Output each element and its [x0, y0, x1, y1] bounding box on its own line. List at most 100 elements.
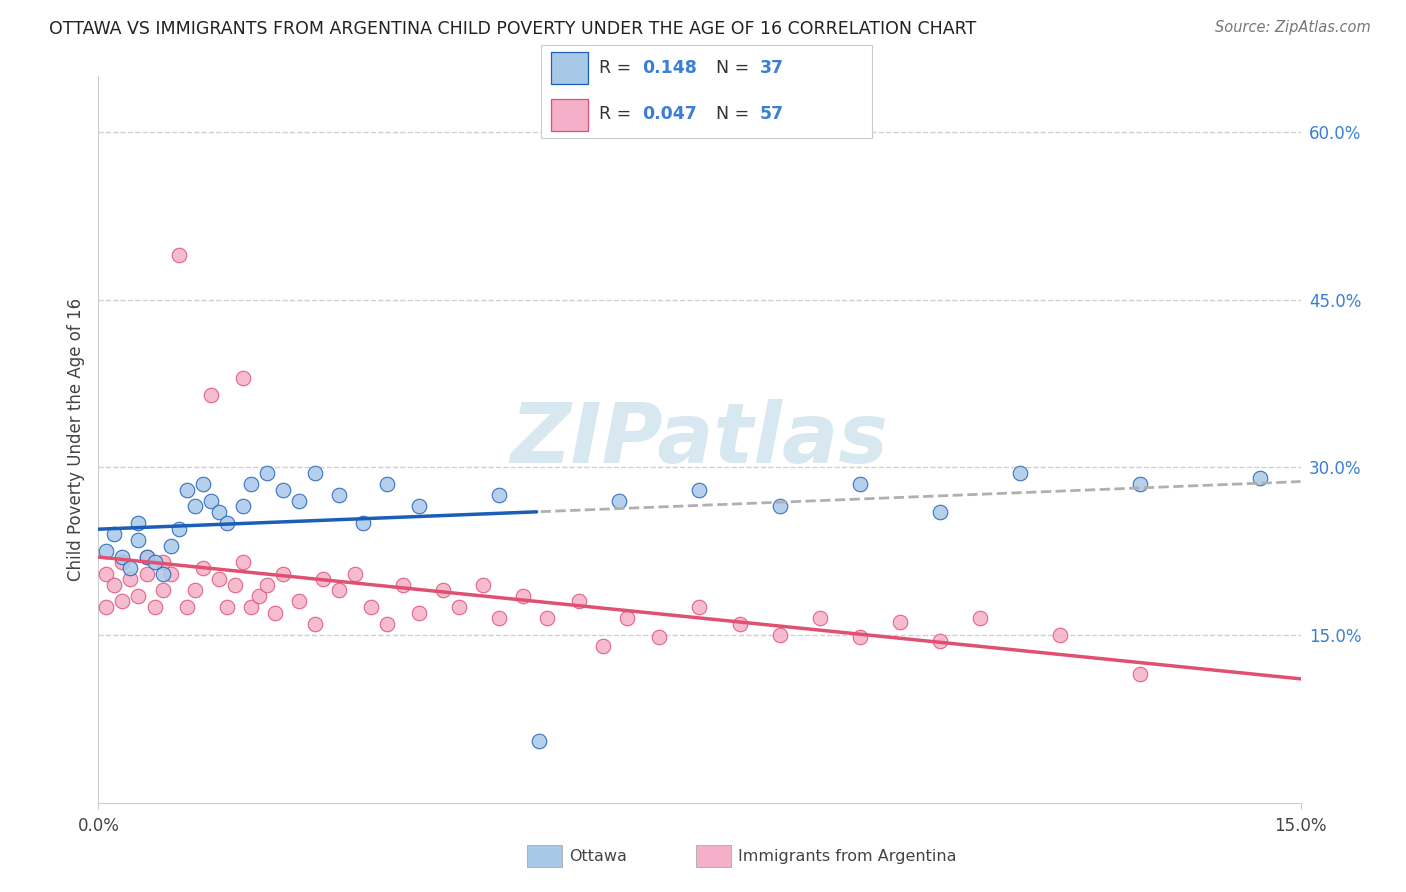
Point — [408, 606, 430, 620]
Point — [256, 578, 278, 592]
Point — [215, 516, 238, 531]
Point — [408, 500, 430, 514]
Point — [592, 639, 614, 653]
Point — [304, 616, 326, 631]
Point — [488, 488, 510, 502]
Text: N =: N = — [717, 105, 755, 123]
Point — [529, 734, 551, 748]
Point — [929, 633, 952, 648]
Point — [224, 578, 246, 592]
Point — [769, 500, 792, 514]
Point — [728, 616, 751, 631]
Point — [167, 522, 190, 536]
Point — [96, 544, 118, 558]
Point — [1049, 628, 1071, 642]
Point — [128, 516, 150, 531]
Point — [200, 493, 222, 508]
Point — [200, 387, 222, 401]
Point — [143, 555, 166, 569]
Text: Source: ZipAtlas.com: Source: ZipAtlas.com — [1215, 20, 1371, 35]
Point — [375, 616, 398, 631]
Point — [1129, 477, 1152, 491]
Point — [392, 578, 415, 592]
Point — [159, 539, 181, 553]
Point — [432, 583, 454, 598]
Bar — [551, 99, 588, 131]
Point — [648, 630, 671, 644]
Point — [808, 611, 831, 625]
Point — [288, 594, 311, 608]
Point — [176, 483, 198, 497]
Point — [159, 566, 181, 581]
Bar — [551, 52, 588, 84]
Point — [128, 589, 150, 603]
Point — [472, 578, 495, 592]
Point — [96, 600, 118, 615]
Point — [183, 500, 205, 514]
Text: ZIPatlas: ZIPatlas — [510, 399, 889, 480]
Point — [328, 583, 350, 598]
Text: 57: 57 — [759, 105, 783, 123]
Point — [360, 600, 382, 615]
Point — [183, 583, 205, 598]
Point — [1250, 471, 1272, 485]
Point — [111, 549, 134, 564]
Text: 37: 37 — [759, 59, 783, 77]
Point — [120, 561, 142, 575]
Point — [152, 555, 174, 569]
Point — [568, 594, 591, 608]
Point — [1010, 466, 1032, 480]
Text: Ottawa: Ottawa — [569, 849, 627, 863]
Point — [239, 477, 262, 491]
Point — [103, 527, 125, 541]
Point — [247, 589, 270, 603]
Point — [889, 615, 911, 629]
Point — [849, 477, 872, 491]
Point — [120, 572, 142, 586]
Point — [103, 578, 125, 592]
Point — [929, 505, 952, 519]
Point — [191, 561, 214, 575]
Point — [689, 600, 711, 615]
Point — [304, 466, 326, 480]
Text: Immigrants from Argentina: Immigrants from Argentina — [738, 849, 956, 863]
Point — [152, 566, 174, 581]
Point — [215, 600, 238, 615]
Point — [135, 566, 157, 581]
Point — [232, 555, 254, 569]
Point — [271, 566, 294, 581]
Point — [263, 606, 285, 620]
Point — [135, 549, 157, 564]
Point — [152, 583, 174, 598]
Point — [143, 600, 166, 615]
Point — [616, 611, 638, 625]
Point — [239, 600, 262, 615]
Point — [208, 572, 231, 586]
Text: R =: R = — [599, 59, 637, 77]
Text: N =: N = — [717, 59, 755, 77]
Point — [167, 248, 190, 262]
Point — [512, 589, 534, 603]
Point — [288, 493, 311, 508]
Point — [343, 566, 366, 581]
Point — [536, 611, 558, 625]
Text: R =: R = — [599, 105, 637, 123]
Text: 0.047: 0.047 — [643, 105, 697, 123]
Text: OTTAWA VS IMMIGRANTS FROM ARGENTINA CHILD POVERTY UNDER THE AGE OF 16 CORRELATIO: OTTAWA VS IMMIGRANTS FROM ARGENTINA CHIL… — [49, 20, 976, 37]
Point — [256, 466, 278, 480]
Point — [609, 493, 631, 508]
Point — [208, 505, 231, 519]
Point — [128, 533, 150, 547]
Text: 0.148: 0.148 — [643, 59, 697, 77]
Point — [232, 371, 254, 385]
Point — [191, 477, 214, 491]
Y-axis label: Child Poverty Under the Age of 16: Child Poverty Under the Age of 16 — [66, 298, 84, 581]
Point — [375, 477, 398, 491]
Point — [328, 488, 350, 502]
Point — [312, 572, 335, 586]
Point — [232, 500, 254, 514]
Point — [488, 611, 510, 625]
Point — [135, 549, 157, 564]
Point — [689, 483, 711, 497]
Point — [969, 611, 991, 625]
